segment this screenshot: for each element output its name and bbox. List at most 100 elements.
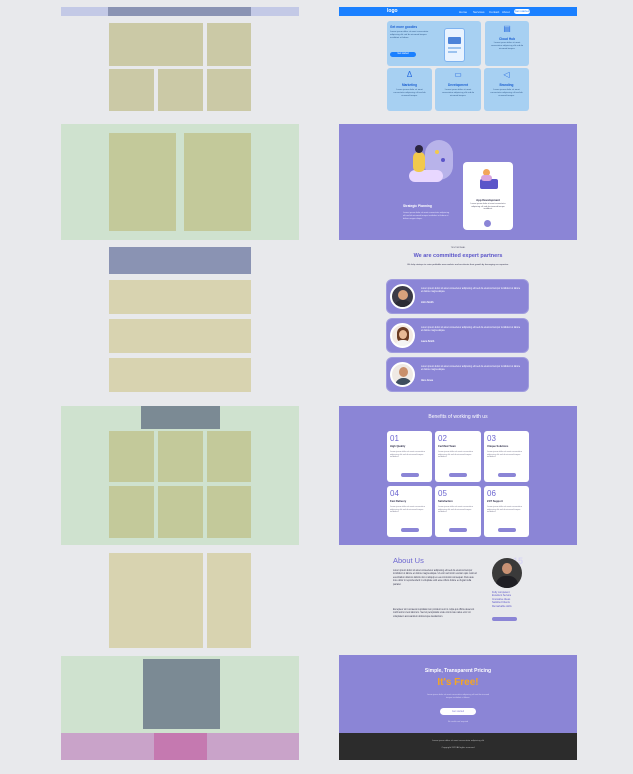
phone-line bbox=[448, 51, 457, 53]
footer-line-2: Copyright 2023 All rights reserved bbox=[441, 747, 475, 749]
hero-main-card: Get more goodies Lorem ipsum dolor sit a… bbox=[387, 21, 481, 66]
megaphone-icon: ◁ bbox=[503, 70, 510, 79]
service-card-branding: ◁ Branding Lorem ipsum dolor sit amet co… bbox=[484, 68, 529, 111]
illustration-dot bbox=[441, 158, 445, 162]
service-text: Lorem ipsum dolor sit amet consectetur a… bbox=[393, 89, 426, 97]
wire-block bbox=[109, 431, 154, 482]
hero-main-button[interactable]: Get started bbox=[390, 52, 416, 57]
wire-block bbox=[109, 133, 176, 231]
about-list-item: Innovative Ideas bbox=[492, 597, 511, 601]
benefit-number: 04 bbox=[390, 489, 399, 498]
about-list-item: Satisfied Clients bbox=[492, 601, 510, 605]
pricing-title: Simple, Transparent Pricing bbox=[424, 668, 492, 674]
testimonial-name: Alex Jones bbox=[421, 380, 434, 382]
benefit-button[interactable] bbox=[401, 528, 419, 532]
pricing-free: It's Free! bbox=[437, 677, 479, 688]
benefit-button[interactable] bbox=[498, 528, 516, 532]
about-list-item: Fully competent bbox=[492, 591, 510, 594]
strategic-section: Strategic Planning Lorem ipsum dolor sit… bbox=[339, 124, 577, 240]
testimonial-card: Lorem ipsum dolor sit amet consectetur a… bbox=[386, 279, 529, 314]
phone-illustration bbox=[444, 28, 465, 62]
marketing-icon: Δ bbox=[406, 70, 413, 79]
about-list: Fully competent Excellent Service Innova… bbox=[492, 591, 512, 608]
pricing-button[interactable]: Get started bbox=[440, 708, 476, 715]
service-title: Development bbox=[447, 83, 468, 87]
benefit-title: High Quality bbox=[390, 445, 406, 448]
testimonial-quote: Lorem ipsum dolor sit amet consectetur a… bbox=[421, 288, 521, 293]
nav-link-home[interactable]: Home bbox=[459, 10, 468, 14]
testimonial-name: John Smith bbox=[421, 302, 434, 304]
benefit-number: 02 bbox=[438, 434, 447, 443]
nav-link-contact[interactable]: Contact bbox=[489, 10, 500, 14]
wire-block bbox=[109, 358, 251, 392]
wire-block bbox=[158, 69, 203, 111]
pricing-note: No credit card required bbox=[447, 721, 469, 723]
cloud-text: Lorem ipsum dolor sit amet consectetur a… bbox=[490, 42, 524, 50]
benefit-button[interactable] bbox=[449, 528, 467, 532]
service-title: Branding bbox=[499, 83, 514, 87]
avatar-body bbox=[395, 378, 412, 385]
testimonial-eyebrow: TESTIMONIAL bbox=[450, 247, 466, 249]
benefit-number: 01 bbox=[390, 434, 399, 443]
benefit-title: Unique Solutions bbox=[487, 445, 509, 448]
testimonial-card: Lorem ipsum dolor sit amet consectetur a… bbox=[386, 318, 529, 353]
wire-block bbox=[158, 431, 203, 482]
benefit-number: 05 bbox=[438, 489, 447, 498]
illustration-person bbox=[413, 152, 425, 172]
benefit-button[interactable] bbox=[449, 473, 467, 477]
illustration-dot bbox=[435, 150, 439, 154]
benefit-card: 04 Fast Delivery Lorem ipsum dolor sit ame… bbox=[387, 486, 432, 537]
avatar-body bbox=[394, 300, 412, 307]
wire-block bbox=[109, 69, 154, 111]
benefit-text: Lorem ipsum dolor sit amet consectetur a… bbox=[487, 451, 523, 459]
about-button[interactable] bbox=[492, 617, 517, 621]
wire-block bbox=[109, 553, 203, 648]
wire-block bbox=[158, 486, 203, 538]
app-dev-title: App Development bbox=[476, 198, 500, 202]
testimonial-quote: Lorem ipsum dolor sit amet consectetur a… bbox=[421, 366, 521, 371]
testimonial-quote: Lorem ipsum dolor sit amet consectetur a… bbox=[421, 327, 521, 332]
service-text: Lorem ipsum dolor sit amet consectetur a… bbox=[490, 89, 523, 97]
monitor-icon: ▭ bbox=[454, 70, 462, 79]
benefit-button[interactable] bbox=[498, 473, 516, 477]
nav-link-services[interactable]: Services bbox=[473, 10, 485, 14]
about-avatar bbox=[492, 558, 522, 588]
benefit-text: Lorem ipsum dolor sit amet consectetur a… bbox=[438, 451, 474, 459]
app-dev-round-button[interactable] bbox=[484, 220, 491, 227]
wire-footer-inner bbox=[154, 733, 207, 760]
app-dev-text: Lorem ipsum dolor sit amet consectetur a… bbox=[470, 203, 506, 211]
testimonial-subtitle: We help startups to seize profitable new… bbox=[407, 264, 509, 266]
strategic-title: Strategic Planning bbox=[403, 204, 432, 208]
document-icon: ▤ bbox=[503, 24, 511, 33]
app-dev-illustration bbox=[474, 167, 502, 193]
avatar-body bbox=[395, 340, 411, 346]
avatar bbox=[390, 362, 415, 387]
nav-cta-button[interactable]: Get started bbox=[514, 9, 530, 14]
wire-block bbox=[184, 133, 251, 231]
avatar bbox=[390, 323, 415, 348]
avatar-face bbox=[399, 330, 407, 339]
benefits-title: Benefits of working with us bbox=[428, 414, 488, 420]
wire-block bbox=[207, 23, 251, 66]
service-title: Marketing bbox=[401, 83, 418, 87]
app-dev-card: App Development Lorem ipsum dolor sit am… bbox=[463, 162, 513, 230]
benefit-card: 02 Certified Team Lorem ipsum dolor sit am… bbox=[435, 431, 481, 482]
nav-link-about[interactable]: About bbox=[502, 10, 510, 14]
illustration-cushion bbox=[409, 170, 443, 182]
logo[interactable]: logo bbox=[387, 8, 398, 14]
testimonial-card: Lorem ipsum dolor sit amet consectetur a… bbox=[386, 357, 529, 392]
benefit-card: 06 24/7 Support Lorem ipsum dolor sit amet… bbox=[484, 486, 529, 537]
person-body bbox=[481, 175, 492, 181]
pricing-section: Simple, Transparent Pricing It's Free! L… bbox=[339, 655, 577, 733]
wire-block bbox=[109, 486, 154, 538]
about-list-item: Remarkable skills bbox=[492, 604, 512, 608]
wire-block bbox=[207, 69, 251, 111]
wire-section bbox=[61, 124, 299, 240]
phone-line bbox=[448, 47, 461, 49]
benefit-button[interactable] bbox=[401, 473, 419, 477]
about-paragraph-2: Excepteur sint occaecat cupidatat non pr… bbox=[393, 609, 475, 618]
wire-block bbox=[109, 280, 251, 314]
about-title: About Us bbox=[393, 556, 424, 565]
benefit-number: 06 bbox=[487, 489, 496, 498]
benefit-title: 24/7 Support bbox=[487, 500, 503, 503]
